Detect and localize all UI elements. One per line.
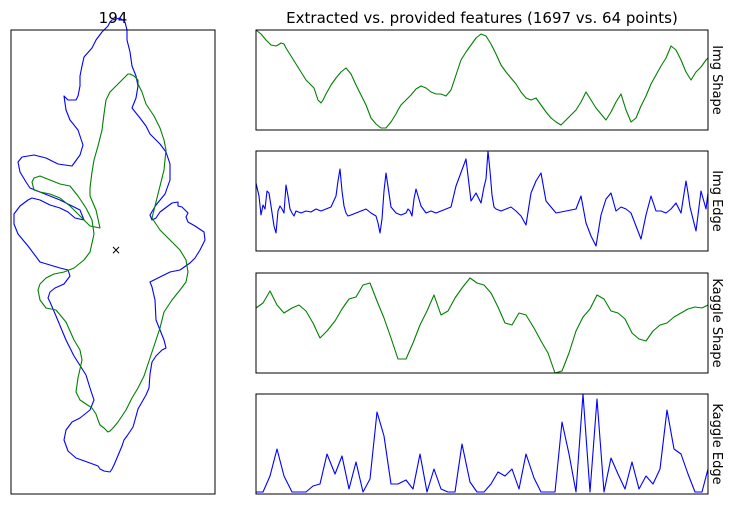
img-edge-panel [255, 150, 709, 247]
kaggle-edge-line [256, 393, 709, 493]
kaggle-edge-frame [255, 393, 709, 495]
img-shape-ylabel: Img Shape [709, 45, 724, 115]
centroid-marker: × [111, 243, 121, 257]
kaggle-shape-panel [255, 277, 709, 374]
leaf-outline-panel: × [13, 17, 206, 473]
img-shape-panel [255, 29, 709, 129]
img-edge-frame [255, 150, 709, 252]
kaggle-shape-frame [255, 272, 709, 374]
img-edge-line [255, 150, 709, 247]
kaggle-shape-line [255, 277, 709, 374]
kaggle-edge-ylabel: Kaggle Edge [709, 403, 724, 484]
features-title: Extracted vs. provided features (1697 vs… [286, 9, 678, 27]
leaf-outer-contour [13, 17, 206, 473]
kaggle-shape-ylabel: Kaggle Shape [709, 278, 724, 367]
leaf-panel-frame [10, 29, 216, 495]
leaf-inner-contour [31, 73, 189, 433]
leaf-title: 194 [99, 9, 128, 27]
img-shape-line [255, 29, 709, 129]
kaggle-edge-panel [256, 393, 709, 493]
img-shape-frame [255, 29, 709, 131]
img-edge-ylabel: Img Edge [709, 170, 724, 232]
